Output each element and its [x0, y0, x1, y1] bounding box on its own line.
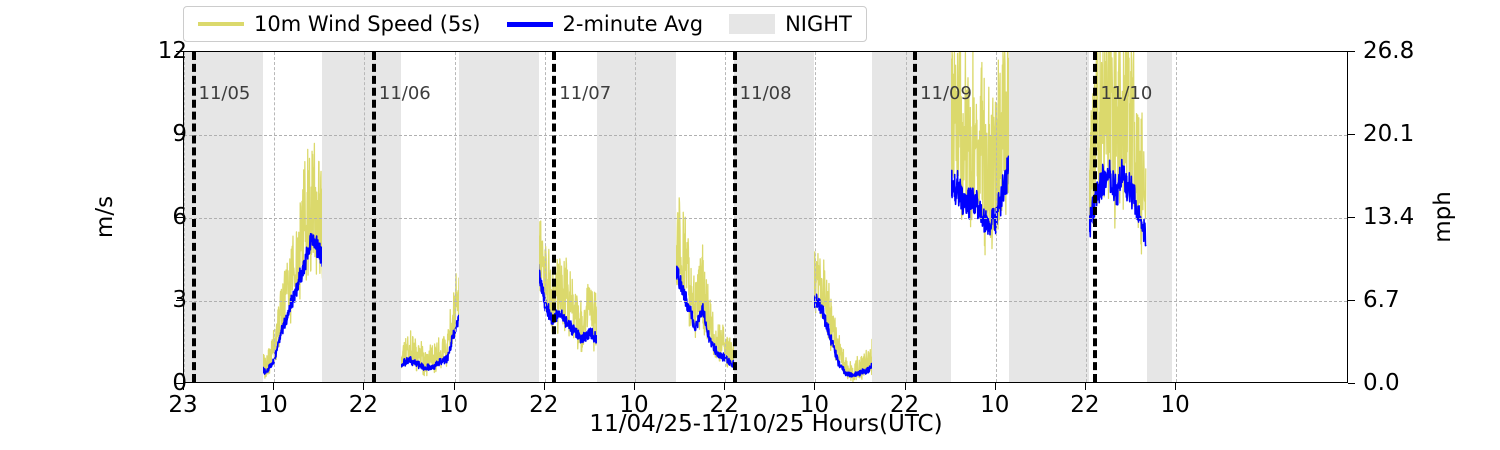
- x-axis-tick: [1175, 383, 1177, 390]
- y-axis-tick-label-right: 0.0: [1363, 370, 1400, 396]
- x-axis-tick: [904, 383, 906, 390]
- legend-label-2min-avg: 2-minute Avg: [562, 12, 704, 36]
- day-boundary-label: 11/10: [1100, 83, 1153, 104]
- day-boundary-line: [1093, 52, 1098, 382]
- horizontal-gridline: [184, 301, 1347, 302]
- legend-entry-2min-avg: 2-minute Avg: [506, 12, 704, 36]
- x-axis-tick-label: 22: [889, 392, 920, 418]
- vertical-gridline: [815, 52, 817, 382]
- day-boundary-line: [732, 52, 737, 382]
- y-axis-tick-left: [176, 300, 183, 301]
- y-axis-tick-right: [1348, 217, 1355, 218]
- x-axis-tick: [814, 383, 816, 390]
- day-boundary-label: 11/05: [198, 83, 251, 104]
- day-boundary-line: [552, 52, 557, 382]
- vertical-gridline: [725, 52, 727, 382]
- x-axis-tick-label: 10: [619, 392, 649, 418]
- x-axis-tick-label: 10: [258, 392, 288, 418]
- legend-swatch-2min-avg-icon: [506, 21, 553, 27]
- y-axis-label-left: m/s: [92, 195, 118, 239]
- x-axis-tick-label: 10: [1160, 392, 1190, 418]
- vertical-gridline: [364, 52, 366, 382]
- vertical-gridline: [634, 52, 636, 382]
- vertical-gridline: [454, 52, 456, 382]
- x-axis-tick-label: 22: [1070, 392, 1100, 418]
- night-band: [871, 52, 952, 382]
- y-axis-tick-right: [1348, 383, 1355, 384]
- vertical-gridline: [1176, 52, 1178, 382]
- y-axis-tick-right: [1348, 134, 1355, 135]
- legend-label-5s: 10m Wind Speed (5s): [254, 12, 481, 36]
- legend-label-night: NIGHT: [785, 12, 852, 36]
- day-boundary-line: [913, 52, 918, 382]
- night-band: [459, 52, 539, 382]
- x-axis-tick-label: 10: [799, 392, 829, 418]
- x-axis-tick: [994, 383, 996, 390]
- day-boundary-label: 11/08: [739, 83, 792, 104]
- legend-entry-5s: 10m Wind Speed (5s): [198, 12, 481, 36]
- x-axis-tick: [633, 383, 635, 390]
- y-axis-tick-left: [176, 383, 183, 384]
- x-axis-tick: [724, 383, 726, 390]
- vertical-gridline: [995, 52, 997, 382]
- y-axis-tick-label-left: 0: [172, 370, 187, 396]
- chart-legend: 10m Wind Speed (5s) 2-minute Avg NIGHT: [183, 6, 867, 42]
- day-boundary-line: [371, 52, 376, 382]
- x-axis-tick: [1084, 383, 1086, 390]
- y-axis-tick-right: [1348, 51, 1355, 52]
- plot-area: 11/05 11/06 11/07 11/08 11/09 11/10: [183, 51, 1348, 383]
- night-band: [184, 52, 263, 382]
- vertical-gridline: [184, 52, 185, 382]
- night-band: [1146, 52, 1173, 382]
- y-axis-tick-label-left: 3: [172, 287, 187, 313]
- y-axis-tick-left: [176, 51, 183, 52]
- horizontal-gridline: [184, 218, 1347, 219]
- vertical-gridline: [905, 52, 907, 382]
- vertical-gridline: [1085, 52, 1087, 382]
- day-boundary-label: 11/07: [559, 83, 612, 104]
- horizontal-gridline: [184, 135, 1347, 136]
- y-axis-tick-label-right: 20.1: [1363, 121, 1415, 147]
- y-axis-tick-label-right: 26.8: [1363, 38, 1415, 64]
- y-axis-tick-label-right: 13.4: [1363, 204, 1415, 230]
- x-axis-tick: [543, 383, 545, 390]
- y-axis-tick-label-left: 6: [172, 204, 187, 230]
- y-axis-tick-left: [176, 134, 183, 135]
- x-axis-tick: [363, 383, 365, 390]
- x-axis-tick: [273, 383, 275, 390]
- day-boundary-line: [191, 52, 196, 382]
- legend-swatch-night-icon: [729, 14, 776, 34]
- night-band: [1009, 52, 1089, 382]
- x-axis-tick-label: 22: [709, 392, 739, 418]
- night-band: [596, 52, 677, 382]
- day-boundary-label: 11/06: [378, 83, 431, 104]
- y-axis-label-right: mph: [1430, 191, 1456, 243]
- x-axis-tick-label: 22: [348, 392, 379, 418]
- x-axis-tick-label: 10: [438, 392, 469, 418]
- night-band: [734, 52, 814, 382]
- y-axis-tick-label-left: 12: [157, 38, 187, 64]
- y-axis-tick-left: [176, 217, 183, 218]
- y-axis-tick-label-right: 6.7: [1363, 287, 1400, 313]
- x-axis-tick-label: 10: [980, 392, 1010, 418]
- vertical-gridline: [544, 52, 546, 382]
- vertical-gridline: [274, 52, 276, 382]
- x-axis-tick-label: 22: [529, 392, 559, 418]
- y-axis-tick-right: [1348, 300, 1355, 301]
- x-axis-tick: [453, 383, 455, 390]
- legend-entry-night: NIGHT: [729, 12, 852, 36]
- x-axis-tick: [183, 383, 184, 390]
- legend-swatch-5s-icon: [198, 22, 244, 26]
- night-band: [321, 52, 402, 382]
- x-axis-label: 11/04/25-11/10/25 Hours(UTC): [589, 411, 943, 437]
- day-boundary-label: 11/09: [920, 83, 972, 104]
- x-axis-tick-label: 23: [168, 392, 198, 418]
- y-axis-tick-label-left: 9: [172, 121, 187, 147]
